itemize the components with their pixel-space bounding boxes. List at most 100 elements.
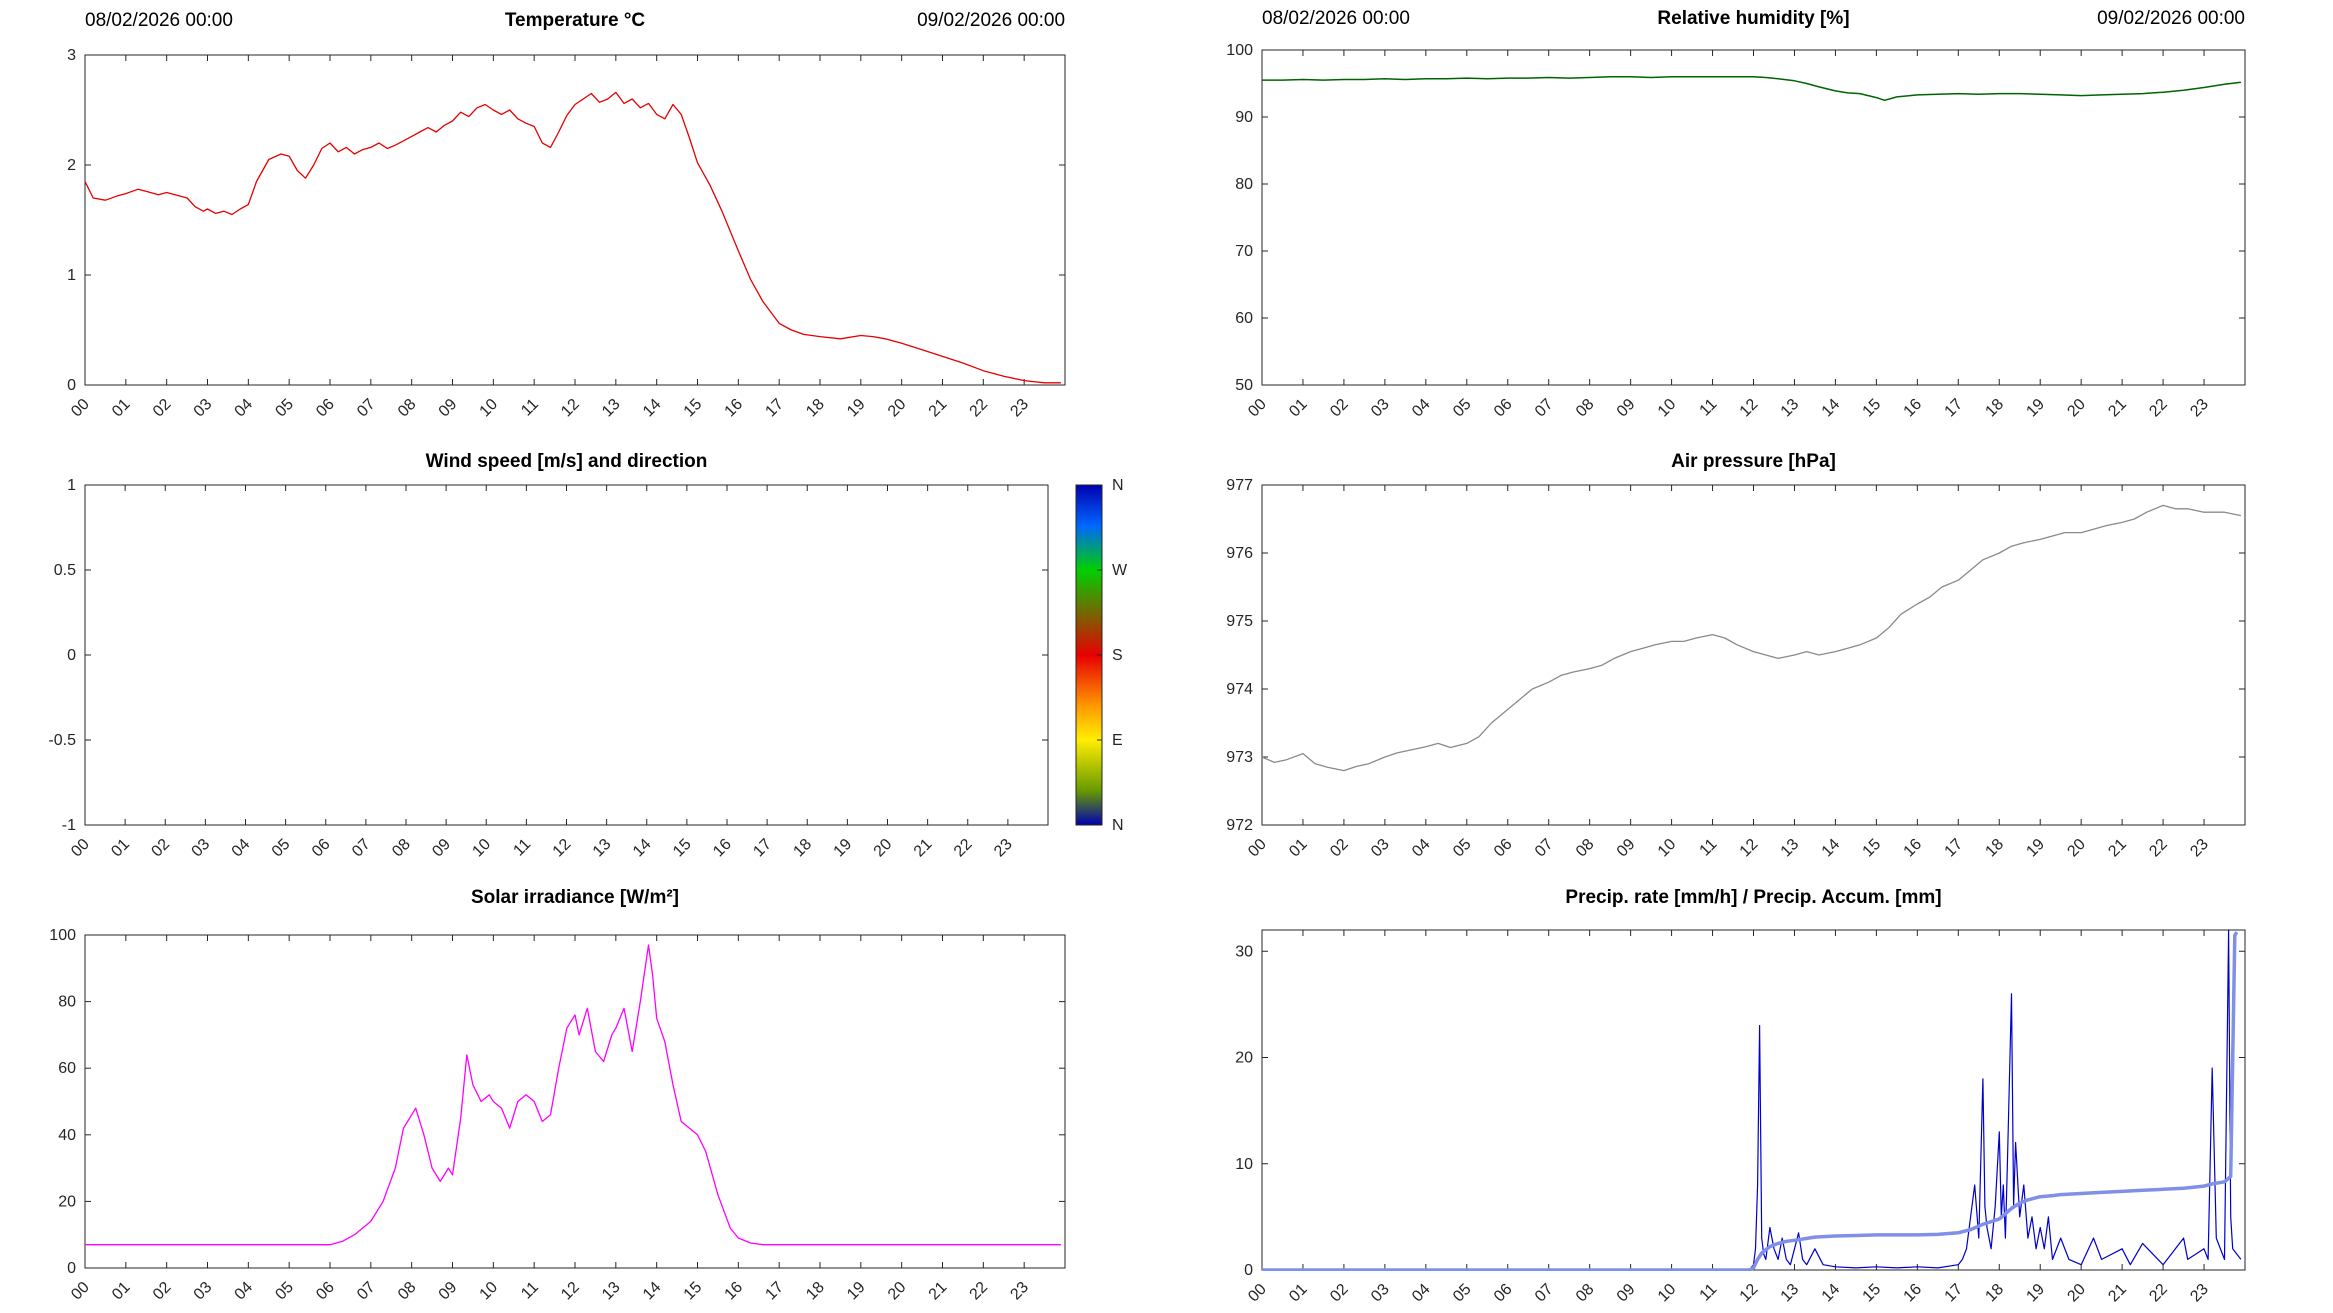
svg-text:3: 3: [67, 47, 76, 64]
svg-text:23: 23: [1007, 396, 1032, 421]
svg-text:21: 21: [2105, 836, 2130, 861]
svg-text:02: 02: [150, 396, 175, 421]
chart-relative-humidity: 08/02/2026 00:00 Relative humidity [%] 0…: [1167, 0, 2333, 437]
svg-text:02: 02: [150, 1279, 175, 1304]
svg-text:0: 0: [67, 1260, 76, 1277]
svg-text:08: 08: [395, 1279, 420, 1304]
svg-text:23: 23: [2187, 396, 2212, 421]
chart-title: Wind speed [m/s] and direction: [425, 451, 708, 472]
chart-title: Temperature °C: [504, 10, 646, 31]
svg-text:13: 13: [590, 836, 615, 861]
svg-text:16: 16: [1901, 396, 1926, 421]
svg-text:60: 60: [1235, 310, 1253, 327]
svg-text:12: 12: [558, 396, 583, 421]
pressure-plot: 972 973 974 975 976 977 00 01 02 03 04 05 06 07 08 09 10…: [1226, 477, 2246, 861]
svg-text:08: 08: [1573, 1281, 1598, 1306]
svg-text:01: 01: [1286, 396, 1311, 421]
svg-text:22: 22: [2146, 396, 2171, 421]
svg-text:04: 04: [1409, 1281, 1434, 1306]
svg-text:04: 04: [1409, 836, 1434, 861]
svg-text:15: 15: [1860, 1281, 1885, 1306]
svg-text:11: 11: [510, 836, 534, 860]
svg-text:17: 17: [762, 396, 787, 421]
date-start-label: 08/02/2026 00:00: [1262, 8, 1410, 29]
svg-text:12: 12: [1737, 836, 1762, 861]
svg-text:N: N: [1112, 477, 1124, 494]
svg-text:03: 03: [191, 1279, 216, 1304]
svg-text:07: 07: [1532, 1281, 1557, 1306]
chart-title: Precip. rate [mm/h] / Precip. Accum. [mm…: [1565, 887, 1942, 908]
chart-solar-irradiance: Solar irradiance [W/m²] 0 20 40 60 80 100 00 01…: [0, 875, 1166, 1313]
svg-text:10: 10: [1235, 1156, 1253, 1173]
svg-text:90: 90: [1235, 109, 1253, 126]
svg-text:70: 70: [1235, 243, 1253, 260]
svg-text:09: 09: [1614, 396, 1639, 421]
svg-text:10: 10: [1655, 1281, 1680, 1306]
svg-text:00: 00: [68, 1279, 93, 1304]
svg-text:16: 16: [710, 836, 735, 861]
svg-text:03: 03: [189, 836, 214, 861]
svg-text:02: 02: [1327, 1281, 1352, 1306]
svg-text:07: 07: [1532, 396, 1557, 421]
svg-text:22: 22: [2146, 1281, 2171, 1306]
svg-text:14: 14: [1819, 1281, 1844, 1306]
date-end-label: 09/02/2026 00:00: [2097, 8, 2245, 29]
svg-text:09: 09: [436, 1279, 461, 1304]
svg-text:W: W: [1112, 562, 1128, 579]
svg-text:80: 80: [1235, 176, 1253, 193]
svg-text:40: 40: [58, 1127, 76, 1144]
svg-text:23: 23: [2187, 1281, 2212, 1306]
svg-text:20: 20: [885, 396, 910, 421]
svg-text:01: 01: [108, 836, 133, 861]
svg-text:100: 100: [49, 927, 76, 944]
svg-text:07: 07: [1532, 836, 1557, 861]
svg-text:14: 14: [1819, 836, 1844, 861]
svg-text:06: 06: [1491, 1281, 1516, 1306]
svg-text:01: 01: [109, 396, 134, 421]
svg-text:10: 10: [477, 396, 502, 421]
svg-text:2: 2: [67, 157, 76, 174]
svg-text:17: 17: [762, 1279, 787, 1304]
svg-text:13: 13: [1778, 836, 1803, 861]
svg-text:18: 18: [1982, 836, 2007, 861]
humidity-plot: 50 60 70 80 90 100 00 01 02 03 04 05 06 07 08 09 10 11 12 1…: [1226, 42, 2246, 421]
svg-text:11: 11: [518, 396, 542, 420]
svg-text:21: 21: [2105, 396, 2130, 421]
svg-text:20: 20: [1235, 1050, 1253, 1067]
svg-text:50: 50: [1235, 377, 1253, 394]
svg-text:18: 18: [1982, 396, 2007, 421]
svg-text:N: N: [1112, 817, 1124, 834]
svg-text:09: 09: [429, 836, 454, 861]
date-end-label: 09/02/2026 00:00: [917, 10, 1066, 31]
svg-text:23: 23: [1007, 1279, 1032, 1304]
svg-text:18: 18: [1982, 1281, 2007, 1306]
svg-text:21: 21: [926, 1279, 951, 1304]
chart-temperature: 08/02/2026 00:00 Temperature °C 09/02/20…: [0, 0, 1166, 437]
svg-text:22: 22: [2146, 836, 2171, 861]
svg-text:30: 30: [1235, 943, 1253, 960]
svg-text:13: 13: [599, 396, 624, 421]
svg-text:973: 973: [1226, 749, 1253, 766]
svg-text:974: 974: [1226, 681, 1253, 698]
svg-text:00: 00: [1245, 396, 1270, 421]
svg-text:02: 02: [148, 836, 173, 861]
svg-text:21: 21: [2105, 1281, 2130, 1306]
svg-text:977: 977: [1226, 477, 1253, 494]
svg-text:09: 09: [1614, 1281, 1639, 1306]
svg-text:0: 0: [67, 377, 76, 394]
svg-text:03: 03: [1368, 396, 1393, 421]
svg-text:14: 14: [1819, 396, 1844, 421]
svg-text:23: 23: [2187, 836, 2212, 861]
svg-text:01: 01: [109, 1279, 134, 1304]
svg-text:15: 15: [681, 396, 706, 421]
svg-text:03: 03: [1368, 1281, 1393, 1306]
svg-text:17: 17: [1942, 396, 1967, 421]
svg-text:19: 19: [2023, 396, 2048, 421]
svg-text:08: 08: [1573, 396, 1598, 421]
svg-text:06: 06: [313, 1279, 338, 1304]
svg-text:00: 00: [1245, 836, 1270, 861]
svg-text:18: 18: [803, 396, 828, 421]
svg-text:15: 15: [670, 836, 695, 861]
svg-text:21: 21: [926, 396, 951, 421]
